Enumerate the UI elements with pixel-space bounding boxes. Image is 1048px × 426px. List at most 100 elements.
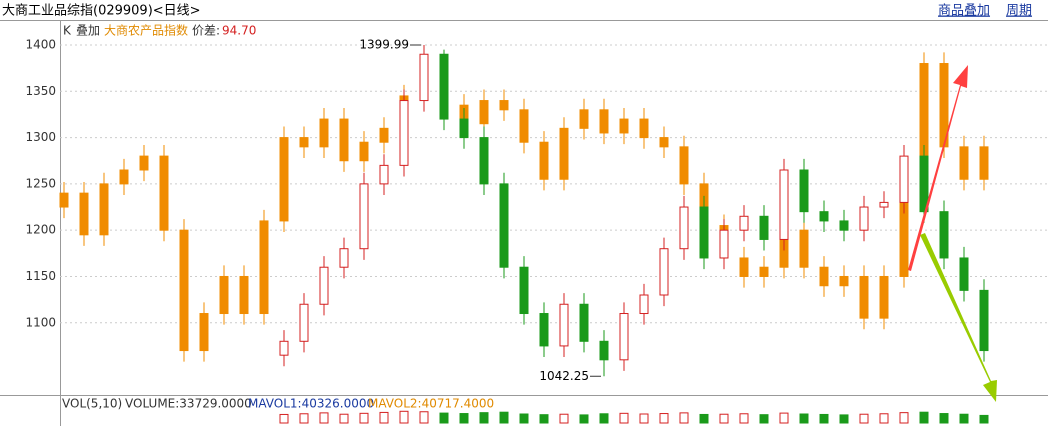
y-tick-label: 1300 [25,130,56,144]
y-tick-label: 1400 [25,38,56,52]
volume-bar [579,414,589,424]
candle-body [959,146,969,180]
candle-body [819,211,829,222]
vol-legend: MAVOL1:40326.0000 [248,397,374,411]
vol-legend: MAVOL2:40717.4000 [368,397,494,411]
volume-bar [539,414,549,424]
candle-body [339,118,349,162]
candle-body [379,127,389,143]
volume-bar [919,411,929,424]
candle-body [659,248,669,296]
volume-bar [639,413,649,424]
volume-bar [879,413,889,424]
candle-body [859,275,869,319]
candle-body [599,340,609,361]
candle-body [979,146,989,180]
candle-body [579,303,589,342]
legend-spread-label: 价差: [192,24,220,38]
candle-body [479,100,489,125]
candle-body [459,118,469,139]
candle-body [239,275,249,315]
candle-body [599,109,609,134]
candle-body [739,257,749,277]
candle-body [779,169,789,240]
candle-body [79,192,89,236]
candle-body [279,137,289,222]
candle-body [419,53,429,102]
trend-arrow-down [920,233,997,402]
vol-legend: VOLUME:33729.0000 [125,397,252,411]
candle-body [559,127,569,180]
candle-body [179,229,189,352]
candle-body [319,266,329,305]
volume-bar [739,413,749,424]
candle-body [339,248,349,268]
candle-body [59,192,69,208]
volume-bar [959,413,969,424]
volume-bar [779,412,789,424]
candle-body [639,118,649,139]
link[interactable]: 商品叠加 [938,4,990,19]
candle-body [539,313,549,347]
candle-body [759,215,769,240]
candle-body [99,183,109,236]
annotation: 1399.99 [359,38,409,52]
volume-bar [619,412,629,424]
legend-overlay-name: 大商农产品指数 [104,23,188,38]
candle-body [519,109,529,143]
candle-body [319,118,329,148]
candle-body [479,137,489,185]
candle-body [499,100,509,111]
volume-bar [479,412,489,424]
candle-body [299,303,309,342]
volume-bar [939,413,949,424]
candle-body [219,275,229,315]
volume-bar [279,413,289,424]
y-tick-label: 1150 [25,269,56,283]
candle-body [819,266,829,287]
volume-bar [839,414,849,424]
title: 大商工业品综指(029909)<日线> [2,4,201,19]
volume-bar [419,411,429,424]
volume-bar [359,412,369,424]
candle-body [439,53,449,120]
volume-bar [659,413,669,424]
candle-body [899,155,909,203]
volume-bar [979,414,989,424]
candle-body [619,118,629,134]
candle-body [279,340,289,356]
legend-overlay: 叠加 [76,24,100,38]
volume-bar [719,413,729,424]
candle-body [879,201,889,208]
y-tick-label: 1250 [25,176,56,190]
legend-k: K [63,24,72,38]
candle-body [199,313,209,352]
volume-bar [299,413,309,424]
candle-body [519,266,529,315]
y-tick-label: 1200 [25,223,56,237]
volume-bar [319,412,329,424]
trend-arrow-up [908,65,968,271]
volume-bar [699,413,709,424]
volume-bar [339,413,349,424]
candle-body [359,183,369,250]
candle-body [499,183,509,268]
candle-body [139,155,149,171]
candle-body [539,141,549,180]
candle-body [639,294,649,315]
candle-body [799,229,809,268]
y-tick-label: 1350 [25,84,56,98]
candle-body [839,220,849,231]
candle-body [559,303,569,347]
candle-body [659,137,669,148]
volume-bar [679,412,689,424]
candle-body [579,109,589,129]
link[interactable]: 周期 [1006,4,1032,19]
volume-bar [799,413,809,424]
volume-bar [459,413,469,424]
candle-body [679,146,689,185]
candle-body [739,215,749,231]
volume-bar [379,411,389,424]
volume-bar [759,414,769,424]
plot: 1100 1150 1200 1250 1300 1350 1400 1399.99 1042.… [25,38,1048,424]
